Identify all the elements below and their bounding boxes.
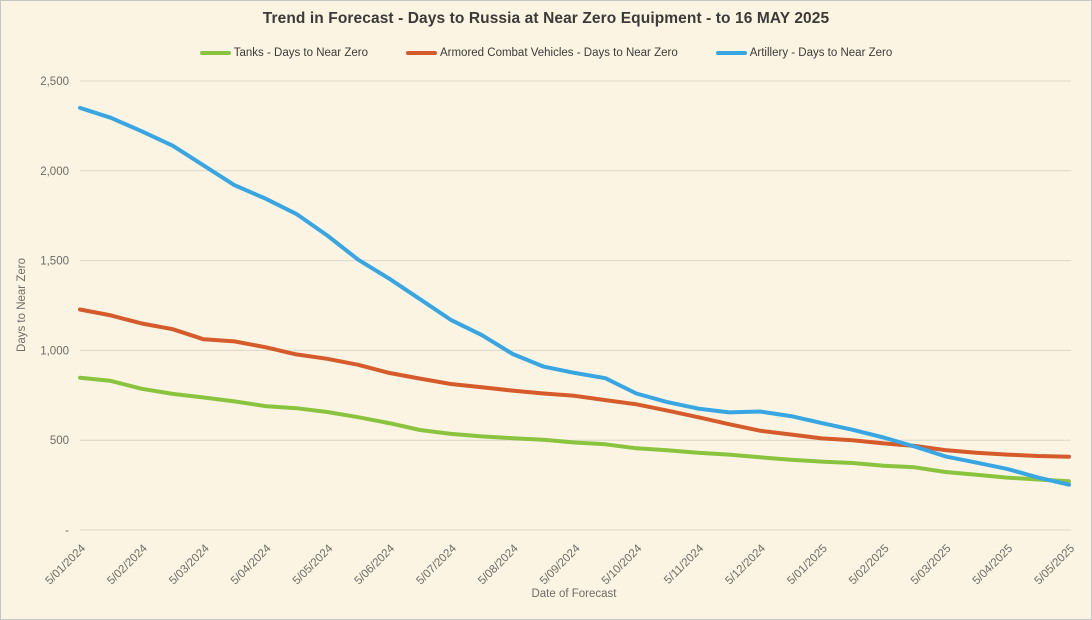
legend-swatch-tanks (199, 51, 231, 55)
x-tick-label-7: 5/08/2024 (476, 542, 521, 587)
y-tick-label-0: - (65, 525, 69, 537)
x-tick-label-8: 5/09/2024 (538, 542, 583, 587)
x-tick-label-13: 5/02/2025 (847, 543, 892, 588)
chart-legend: Tanks - Days to Near Zero Armored Combat… (1, 47, 1091, 59)
x-tick-label-3: 5/04/2024 (229, 542, 274, 587)
legend-label-artillery: Artillery - Days to Near Zero (749, 47, 893, 59)
chart-title: Trend in Forecast - Days to Russia at Ne… (262, 10, 830, 27)
y-tick-label-1000: 1,000 (40, 345, 69, 357)
legend-swatch-artillery (715, 51, 747, 55)
x-tick-label-0: 5/01/2024 (43, 542, 88, 587)
legend-swatch-armored-combat-vehicles (405, 51, 437, 55)
y-tick-label-2500: 2,500 (40, 76, 69, 88)
x-tick-label-11: 5/12/2024 (723, 542, 768, 587)
series-line-artillery (78, 105, 1071, 487)
legend-item-artillery[interactable]: Artillery - Days to Near Zero (715, 47, 893, 59)
x-tick-label-4: 5/05/2024 (291, 542, 336, 587)
legend-item-tanks[interactable]: Tanks - Days to Near Zero (199, 47, 368, 59)
series-line-tanks (78, 375, 1071, 484)
y-axis-title: Days to Near Zero (16, 258, 28, 352)
x-tick-label-6: 5/07/2024 (414, 542, 459, 587)
y-tick-label-2000: 2,000 (40, 166, 69, 178)
x-tick-label-1: 5/02/2024 (105, 542, 150, 587)
x-tick-label-5: 5/06/2024 (353, 542, 398, 587)
series-line-armored-combat-vehicles (78, 307, 1071, 459)
x-tick-label-15: 5/04/2025 (971, 543, 1016, 588)
x-tick-label-2: 5/03/2024 (167, 542, 212, 587)
legend-label-tanks: Tanks - Days to Near Zero (233, 47, 368, 59)
x-tick-label-12: 5/01/2025 (785, 543, 830, 588)
x-axis-title: Date of Forecast (531, 588, 617, 600)
x-tick-label-9: 5/10/2024 (600, 542, 645, 587)
x-tick-label-10: 5/11/2024 (662, 542, 706, 586)
x-tick-label-14: 5/03/2025 (909, 543, 954, 588)
y-tick-label-500: 500 (50, 435, 69, 447)
x-tick-label-16: 5/05/2025 (1032, 543, 1077, 588)
y-tick-label-1500: 1,500 (40, 256, 69, 268)
legend-label-armored-combat-vehicles: Armored Combat Vehicles - Days to Near Z… (439, 47, 678, 59)
legend-item-armored-combat-vehicles[interactable]: Armored Combat Vehicles - Days to Near Z… (405, 47, 678, 59)
